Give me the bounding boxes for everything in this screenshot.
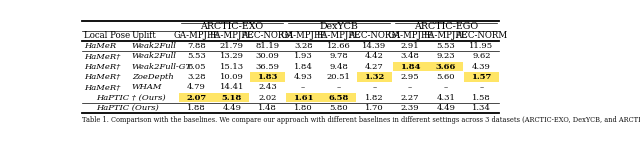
Text: ARCTIC-EGO: ARCTIC-EGO — [413, 22, 478, 31]
Text: 1.83: 1.83 — [257, 73, 278, 81]
Text: ZoeDepth: ZoeDepth — [132, 73, 173, 81]
Text: 2.07: 2.07 — [186, 94, 206, 102]
Text: 4.42: 4.42 — [365, 52, 384, 60]
Text: 4.93: 4.93 — [294, 73, 312, 81]
FancyBboxPatch shape — [357, 72, 392, 82]
Text: 14.41: 14.41 — [220, 83, 244, 91]
Text: 3.28: 3.28 — [294, 42, 312, 50]
Text: 1.34: 1.34 — [472, 104, 491, 112]
FancyBboxPatch shape — [179, 93, 214, 102]
Text: 1.80: 1.80 — [294, 104, 312, 112]
Text: 2.27: 2.27 — [401, 94, 419, 102]
Text: 2.39: 2.39 — [401, 104, 419, 112]
Text: 2.95: 2.95 — [401, 73, 419, 81]
Text: 4.39: 4.39 — [472, 63, 491, 71]
Text: 5.60: 5.60 — [436, 73, 455, 81]
Text: HaMeR†: HaMeR† — [84, 63, 120, 71]
Text: 15.13: 15.13 — [220, 63, 244, 71]
Text: 6.05: 6.05 — [187, 63, 205, 71]
Text: 5.18: 5.18 — [221, 94, 242, 102]
Text: GA-MPJPE: GA-MPJPE — [387, 31, 433, 40]
Text: 1.57: 1.57 — [471, 73, 492, 81]
Text: 4.49: 4.49 — [223, 104, 241, 112]
Text: HaPTIC (Ours): HaPTIC (Ours) — [96, 104, 159, 112]
Text: HaMeR†: HaMeR† — [84, 73, 120, 81]
Text: Weak2Full: Weak2Full — [132, 52, 177, 60]
Text: HaMeR†: HaMeR† — [84, 52, 120, 60]
Text: Weak2Full: Weak2Full — [132, 42, 177, 50]
FancyBboxPatch shape — [321, 93, 356, 102]
Text: 1.88: 1.88 — [187, 104, 205, 112]
Text: HaMeR: HaMeR — [84, 42, 116, 50]
Text: 14.39: 14.39 — [362, 42, 387, 50]
Text: 4.27: 4.27 — [365, 63, 384, 71]
Text: FA-MPJPE: FA-MPJPE — [424, 31, 468, 40]
Text: ACC-NORM: ACC-NORM — [241, 31, 294, 40]
FancyBboxPatch shape — [286, 93, 321, 102]
Text: 21.79: 21.79 — [220, 42, 244, 50]
Text: 2.02: 2.02 — [259, 94, 276, 102]
Text: 2.91: 2.91 — [401, 42, 419, 50]
Text: 81.19: 81.19 — [255, 42, 280, 50]
Text: 9.23: 9.23 — [436, 52, 455, 60]
Text: 5.53: 5.53 — [187, 52, 205, 60]
Text: 1.84: 1.84 — [400, 63, 420, 71]
Text: 10.09: 10.09 — [220, 73, 244, 81]
Text: –: – — [337, 83, 341, 91]
Text: Uplift: Uplift — [132, 31, 157, 40]
Text: 13.29: 13.29 — [220, 52, 244, 60]
Text: 9.78: 9.78 — [330, 52, 348, 60]
Text: –: – — [479, 83, 484, 91]
Text: 1.70: 1.70 — [365, 104, 384, 112]
FancyBboxPatch shape — [464, 72, 499, 82]
Text: 1.84: 1.84 — [294, 63, 312, 71]
Text: 3.28: 3.28 — [187, 73, 205, 81]
Text: 36.59: 36.59 — [255, 63, 280, 71]
Text: 20.51: 20.51 — [327, 73, 351, 81]
Text: Local Pose: Local Pose — [84, 31, 130, 40]
Text: 1.32: 1.32 — [364, 73, 385, 81]
Text: 11.95: 11.95 — [469, 42, 493, 50]
Text: GA-MPJPE: GA-MPJPE — [280, 31, 326, 40]
Text: WHAM: WHAM — [132, 83, 163, 91]
Text: ARCTIC-EXO: ARCTIC-EXO — [200, 22, 264, 31]
Text: DexYCB: DexYCB — [319, 22, 358, 31]
Text: 9.48: 9.48 — [330, 63, 348, 71]
Text: 1.58: 1.58 — [472, 94, 491, 102]
Text: –: – — [372, 83, 376, 91]
Text: –: – — [408, 83, 412, 91]
Text: 4.31: 4.31 — [436, 94, 455, 102]
Text: 1.61: 1.61 — [293, 94, 314, 102]
FancyBboxPatch shape — [428, 62, 463, 71]
Text: 2.43: 2.43 — [258, 83, 277, 91]
Text: FA-MPJPE: FA-MPJPE — [317, 31, 361, 40]
Text: HaPTIC † (Ours): HaPTIC † (Ours) — [96, 94, 166, 102]
Text: –: – — [444, 83, 448, 91]
Text: GA-MPJPE: GA-MPJPE — [173, 31, 220, 40]
Text: ACC-NORM: ACC-NORM — [456, 31, 508, 40]
Text: 4.79: 4.79 — [187, 83, 205, 91]
Text: FA-MPJPE: FA-MPJPE — [210, 31, 254, 40]
Text: 5.80: 5.80 — [330, 104, 348, 112]
FancyBboxPatch shape — [393, 62, 428, 71]
Text: 9.62: 9.62 — [472, 52, 491, 60]
FancyBboxPatch shape — [214, 93, 250, 102]
Text: ACC-NORM: ACC-NORM — [348, 31, 401, 40]
Text: 1.93: 1.93 — [294, 52, 312, 60]
Text: –: – — [301, 83, 305, 91]
Text: 3.48: 3.48 — [401, 52, 420, 60]
Text: Weak2Full-GT: Weak2Full-GT — [132, 63, 192, 71]
Text: 30.09: 30.09 — [255, 52, 280, 60]
Text: HaMeR†: HaMeR† — [84, 83, 120, 91]
Text: 4.49: 4.49 — [436, 104, 455, 112]
FancyBboxPatch shape — [250, 72, 285, 82]
Text: 5.53: 5.53 — [436, 42, 455, 50]
Text: 1.82: 1.82 — [365, 94, 384, 102]
Text: 6.58: 6.58 — [329, 94, 349, 102]
Text: Table 1. Comparison with the baselines. We compare our approach with different b: Table 1. Comparison with the baselines. … — [83, 116, 640, 124]
Text: 7.88: 7.88 — [187, 42, 205, 50]
Text: 3.66: 3.66 — [436, 63, 456, 71]
Text: 12.66: 12.66 — [327, 42, 351, 50]
Text: 1.48: 1.48 — [258, 104, 277, 112]
